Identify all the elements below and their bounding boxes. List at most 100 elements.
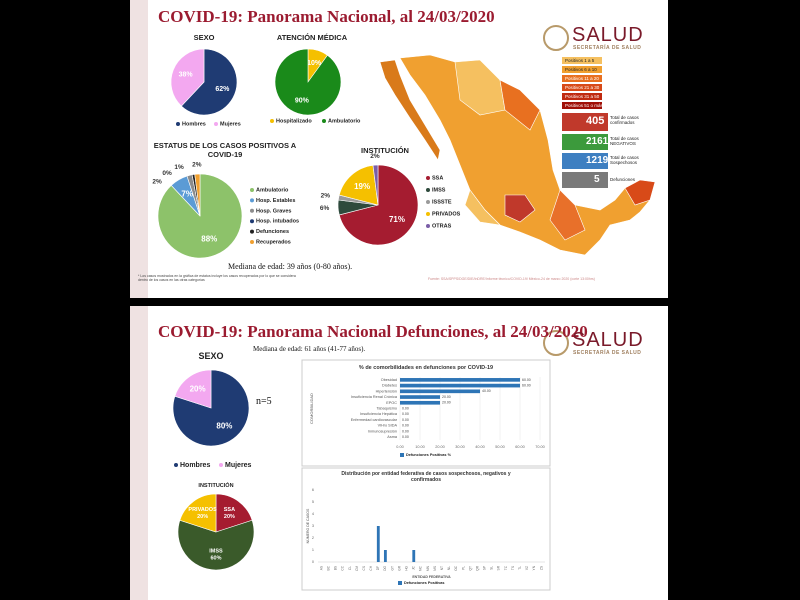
median-age: Mediana de edad: 61 años (41-77 años). xyxy=(253,345,366,353)
legend-label: SSA xyxy=(432,175,443,181)
x-tick-label: 60.00 xyxy=(515,445,525,449)
legend-label: Defunciones xyxy=(256,229,289,235)
x-tick-label: CH xyxy=(369,565,373,570)
slide-stripe xyxy=(130,0,148,298)
x-tick-label: GR xyxy=(397,565,401,570)
legend-marker xyxy=(176,122,180,126)
x-tick-label: OC xyxy=(454,565,458,570)
x-tick-label: 20.00 xyxy=(435,445,445,449)
logo-subtitle: SECRETARÍA DE SALUD xyxy=(573,45,642,51)
x-tick-label: CM xyxy=(355,566,359,571)
slide-title: COVID-19: Panorama Nacional Defunciones,… xyxy=(158,322,588,341)
x-tick-label: MS xyxy=(433,566,437,571)
chart-title: % de comorbilidades en defunciones por C… xyxy=(358,365,494,371)
pie-label: 20% xyxy=(197,514,208,520)
stat-value: 5 xyxy=(594,174,600,185)
x-tick-label: YN xyxy=(532,565,536,570)
y-tick-label: 0 xyxy=(312,560,314,564)
legend-marker xyxy=(426,176,430,180)
map xyxy=(379,54,656,256)
x-tick-label: DG xyxy=(383,565,387,570)
pie-label: 60% xyxy=(210,555,221,561)
stat-box xyxy=(562,172,608,188)
bar xyxy=(400,378,520,382)
stat-box xyxy=(562,153,608,169)
y-tick-label: Tabaquismo xyxy=(377,407,397,411)
pie-label: 7% xyxy=(181,189,193,198)
x-tick-label: VZ xyxy=(525,566,529,570)
x-tick-label: 0.00 xyxy=(396,445,403,449)
x-tick-label: JC xyxy=(412,565,416,570)
bar xyxy=(400,395,440,399)
median-age: Mediana de edad: 39 años (0-80 años). xyxy=(228,262,353,271)
y-tick-label: 4 xyxy=(312,512,314,516)
map-region xyxy=(549,189,586,241)
pie-category-label: SSA xyxy=(224,507,235,513)
chart-title: SEXO xyxy=(193,33,215,42)
legend-marker xyxy=(250,198,254,203)
stat-label: Total de casos confirmados xyxy=(610,115,639,125)
x-tick-label: DF xyxy=(376,566,380,570)
y-tick-label: Diabetes xyxy=(382,384,397,388)
stat-label: Total de casos NEGATIVOS xyxy=(610,136,639,146)
x-axis-title: ENTIDAD FEDERATIVA xyxy=(412,575,451,579)
chart-title: ESTATUS DE LOS CASOS POSITIVOS A COVID-1… xyxy=(153,141,297,159)
legend-label: ISSSTE xyxy=(432,199,452,205)
value-label: 0.00 xyxy=(402,412,409,416)
map-region xyxy=(499,79,541,131)
legend-swatch xyxy=(562,102,602,109)
pie-label: 38% xyxy=(179,72,194,79)
y-tick-label: 5 xyxy=(312,500,314,504)
map-legend-label: Positivos 31 a 50 xyxy=(565,94,600,99)
map-legend-swatches xyxy=(562,57,602,109)
map-legend-label: Positivos 1 a 5 xyxy=(565,58,595,63)
legend-label: PRIVADOS xyxy=(432,211,461,217)
pie-category-label: IMSS xyxy=(209,548,223,554)
pie-slice xyxy=(194,173,201,217)
value-label: 20.00 xyxy=(442,401,451,405)
pie-label: 88% xyxy=(201,235,217,244)
x-tick-label: 50.00 xyxy=(495,445,505,449)
value-label: 40.00 xyxy=(482,389,491,393)
legend-label: Recuperados xyxy=(256,239,291,245)
pie-label: 71% xyxy=(389,215,405,224)
x-tick-label: 10.00 xyxy=(415,445,425,449)
x-tick-label: HG xyxy=(405,565,409,570)
value-label: 0.00 xyxy=(402,435,409,439)
chart-title: SEXO xyxy=(198,351,224,361)
stat-value: 2161 xyxy=(586,136,609,147)
y-tick-label: Hipertensión xyxy=(376,389,397,393)
legend-label: Hosp. Graves xyxy=(256,208,291,214)
pie-slice xyxy=(274,48,342,116)
x-tick-label: TC xyxy=(504,565,508,570)
pie-label: 62% xyxy=(215,86,230,93)
map-legend-label: Positivos 6 a 10 xyxy=(565,67,597,72)
legend-label: Mujeres xyxy=(225,462,252,469)
y-tick-label: Insuficiencia Hepática xyxy=(360,412,398,416)
map-region xyxy=(504,194,536,223)
legend-label: Ambulatorio xyxy=(256,187,289,193)
legend-swatch xyxy=(562,75,602,82)
x-tick-label: SP xyxy=(483,566,487,570)
value-label: 0.00 xyxy=(402,406,409,410)
pie-label: 2% xyxy=(370,153,380,160)
map-legend-label: Positivos 51 o más xyxy=(565,103,603,108)
slide-title: COVID-19: Panorama Nacional, al 24/03/20… xyxy=(158,7,495,26)
y-axis-title: COMORBILIDAD xyxy=(309,393,314,424)
legend-marker xyxy=(250,229,254,234)
bar xyxy=(376,526,380,562)
pie-slice xyxy=(372,164,379,206)
logo-emblem xyxy=(543,25,569,51)
pie-slice xyxy=(179,493,217,533)
y-tick-label: Insuficiencia Renal Crónica xyxy=(351,395,398,399)
chart-title: INSTITUCIÓN xyxy=(361,146,409,155)
chart-title: Distribución por entidad federativa de c… xyxy=(341,471,511,483)
legend-label: Hombres xyxy=(180,462,210,469)
x-tick-label: PL xyxy=(461,566,465,570)
pie-label: 20% xyxy=(190,385,206,394)
legend-label: Mujeres xyxy=(220,121,241,127)
x-tick-label: AS xyxy=(319,566,323,570)
pie-label: 80% xyxy=(216,422,232,431)
